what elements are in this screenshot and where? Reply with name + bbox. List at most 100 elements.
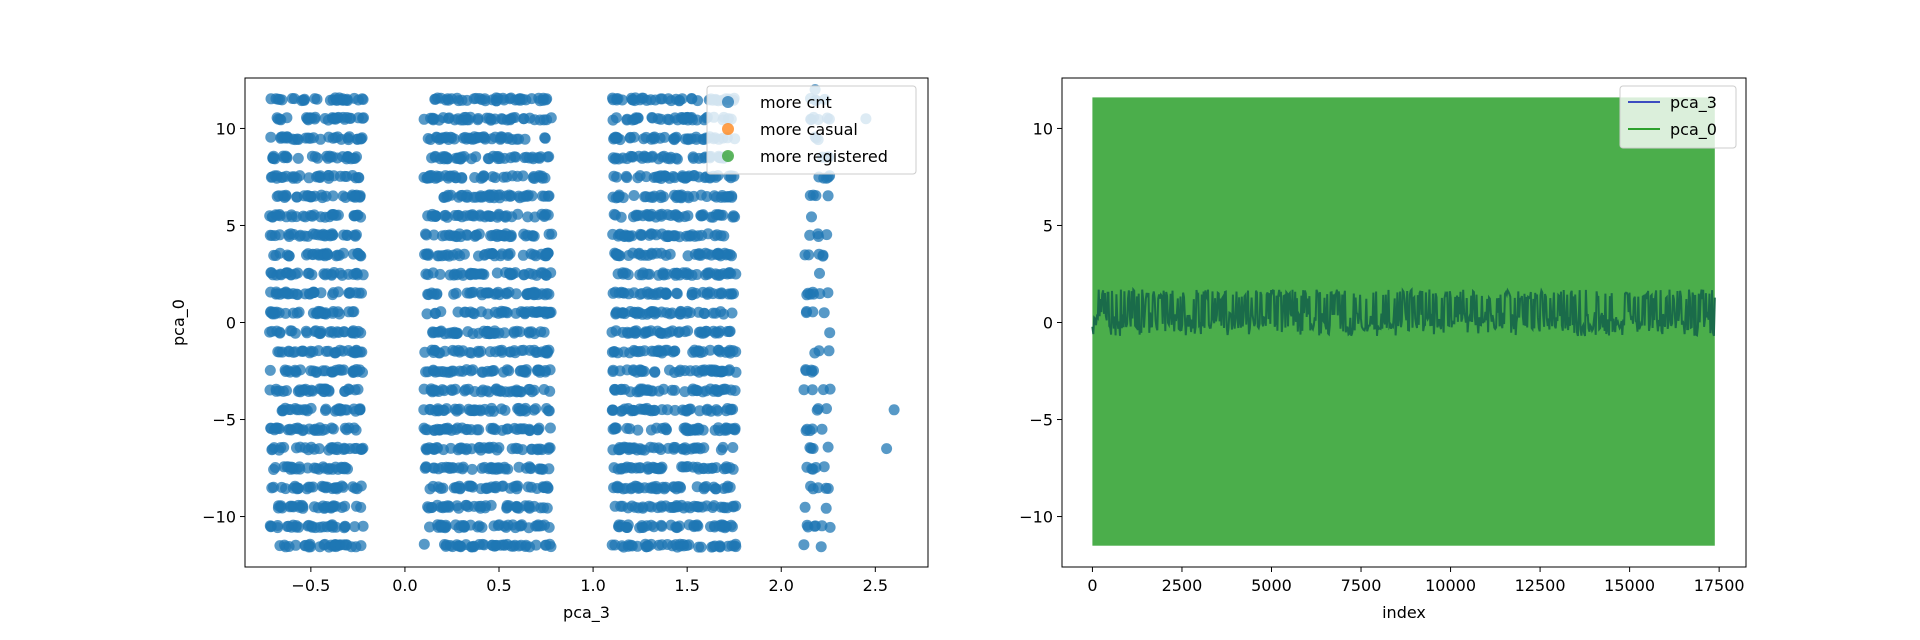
scatter-point xyxy=(638,327,650,339)
scatter-point xyxy=(285,500,297,512)
scatter-point xyxy=(420,424,431,436)
scatter-point xyxy=(419,346,431,358)
scatter-point xyxy=(612,93,624,105)
scatter-point xyxy=(456,172,468,184)
scatter-point xyxy=(292,482,304,494)
scatter-point xyxy=(615,405,627,417)
scatter-point xyxy=(306,150,318,162)
scatter-point xyxy=(480,328,492,339)
scatter-point xyxy=(436,462,448,473)
scatter-point xyxy=(692,95,704,107)
scatter-point xyxy=(467,364,479,376)
scatter-point xyxy=(441,403,453,415)
scatter-point xyxy=(422,501,434,513)
scatter-point xyxy=(668,481,680,493)
scatter-point xyxy=(283,404,295,415)
scatter-point xyxy=(628,131,640,143)
scatter-point xyxy=(496,403,507,415)
scatter-point xyxy=(442,189,454,201)
scatter-point xyxy=(288,171,300,183)
scatter-point xyxy=(610,325,622,337)
scatter-point xyxy=(816,423,828,435)
scatter-point xyxy=(430,131,442,143)
scatter-point xyxy=(453,152,464,164)
scatter-point xyxy=(622,269,634,281)
scatter-point xyxy=(719,522,731,534)
scatter-point xyxy=(539,190,551,202)
x-axis-label-left: pca_3 xyxy=(563,603,610,623)
scatter-point xyxy=(473,347,485,358)
scatter-point xyxy=(639,404,651,416)
scatter-point xyxy=(538,306,550,318)
scatter-point xyxy=(686,289,698,301)
scatter-point xyxy=(493,327,505,339)
scatter-point xyxy=(510,151,522,163)
scatter-point xyxy=(616,540,628,552)
scatter-point xyxy=(538,211,550,222)
scatter-point xyxy=(820,502,832,514)
scatter-point xyxy=(454,228,465,240)
scatter-point xyxy=(695,541,707,553)
scatter-point xyxy=(426,152,438,164)
scatter-point xyxy=(420,229,432,241)
scatter-point xyxy=(457,345,469,357)
scatter-point xyxy=(491,267,503,279)
scatter-point xyxy=(486,462,498,474)
y-axis-label-left: pca_0 xyxy=(169,299,189,346)
scatter-point xyxy=(334,308,345,320)
scatter-point xyxy=(288,93,300,105)
scatter-point xyxy=(334,267,346,279)
scatter-point xyxy=(643,500,655,512)
scatter-point xyxy=(463,114,475,126)
scatter-point xyxy=(539,132,551,144)
scatter-point xyxy=(274,113,286,125)
scatter-point xyxy=(512,443,524,455)
scatter-point xyxy=(486,133,498,145)
scatter-point xyxy=(431,423,443,435)
scatter-point xyxy=(356,93,368,105)
scatter-point xyxy=(309,326,321,337)
scatter-point xyxy=(319,230,331,242)
scatter-point xyxy=(477,384,489,396)
scatter-point xyxy=(609,500,621,512)
scatter-point xyxy=(330,521,342,533)
y-tick-label: −5 xyxy=(212,411,236,430)
scatter-point xyxy=(544,364,556,376)
scatter-point xyxy=(683,403,695,415)
scatter-point xyxy=(533,422,545,434)
scatter-point xyxy=(699,308,711,319)
scatter-point xyxy=(281,249,293,261)
scatter-point xyxy=(467,210,479,222)
scatter-point xyxy=(428,288,440,300)
scatter-point xyxy=(626,405,638,417)
scatter-point xyxy=(355,540,367,552)
scatter-point xyxy=(823,345,835,357)
scatter-point xyxy=(343,345,354,356)
scatter-point xyxy=(541,114,553,126)
scatter-point xyxy=(804,442,816,454)
scatter-point xyxy=(806,384,818,396)
scatter-point xyxy=(465,480,477,492)
scatter-point xyxy=(496,480,508,492)
scatter-point xyxy=(297,424,309,436)
scatter-point xyxy=(502,250,514,261)
scatter-point xyxy=(427,326,439,338)
scatter-point xyxy=(671,541,683,553)
scatter-point xyxy=(727,442,739,453)
scatter-point xyxy=(485,422,497,434)
scatter-point xyxy=(456,211,468,223)
scatter-point xyxy=(431,170,443,182)
scatter-point xyxy=(674,231,685,243)
scatter-point xyxy=(439,229,451,241)
scatter-point xyxy=(693,366,705,378)
scatter-point xyxy=(822,483,834,494)
scatter-point xyxy=(804,288,816,300)
scatter-point xyxy=(821,229,833,241)
scatter-point xyxy=(319,538,331,550)
scatter-point xyxy=(517,249,529,261)
scatter-point xyxy=(455,190,467,201)
scatter-point xyxy=(619,230,631,242)
scatter-point xyxy=(636,288,648,299)
scatter-point xyxy=(619,462,631,474)
scatter-point xyxy=(809,520,821,532)
